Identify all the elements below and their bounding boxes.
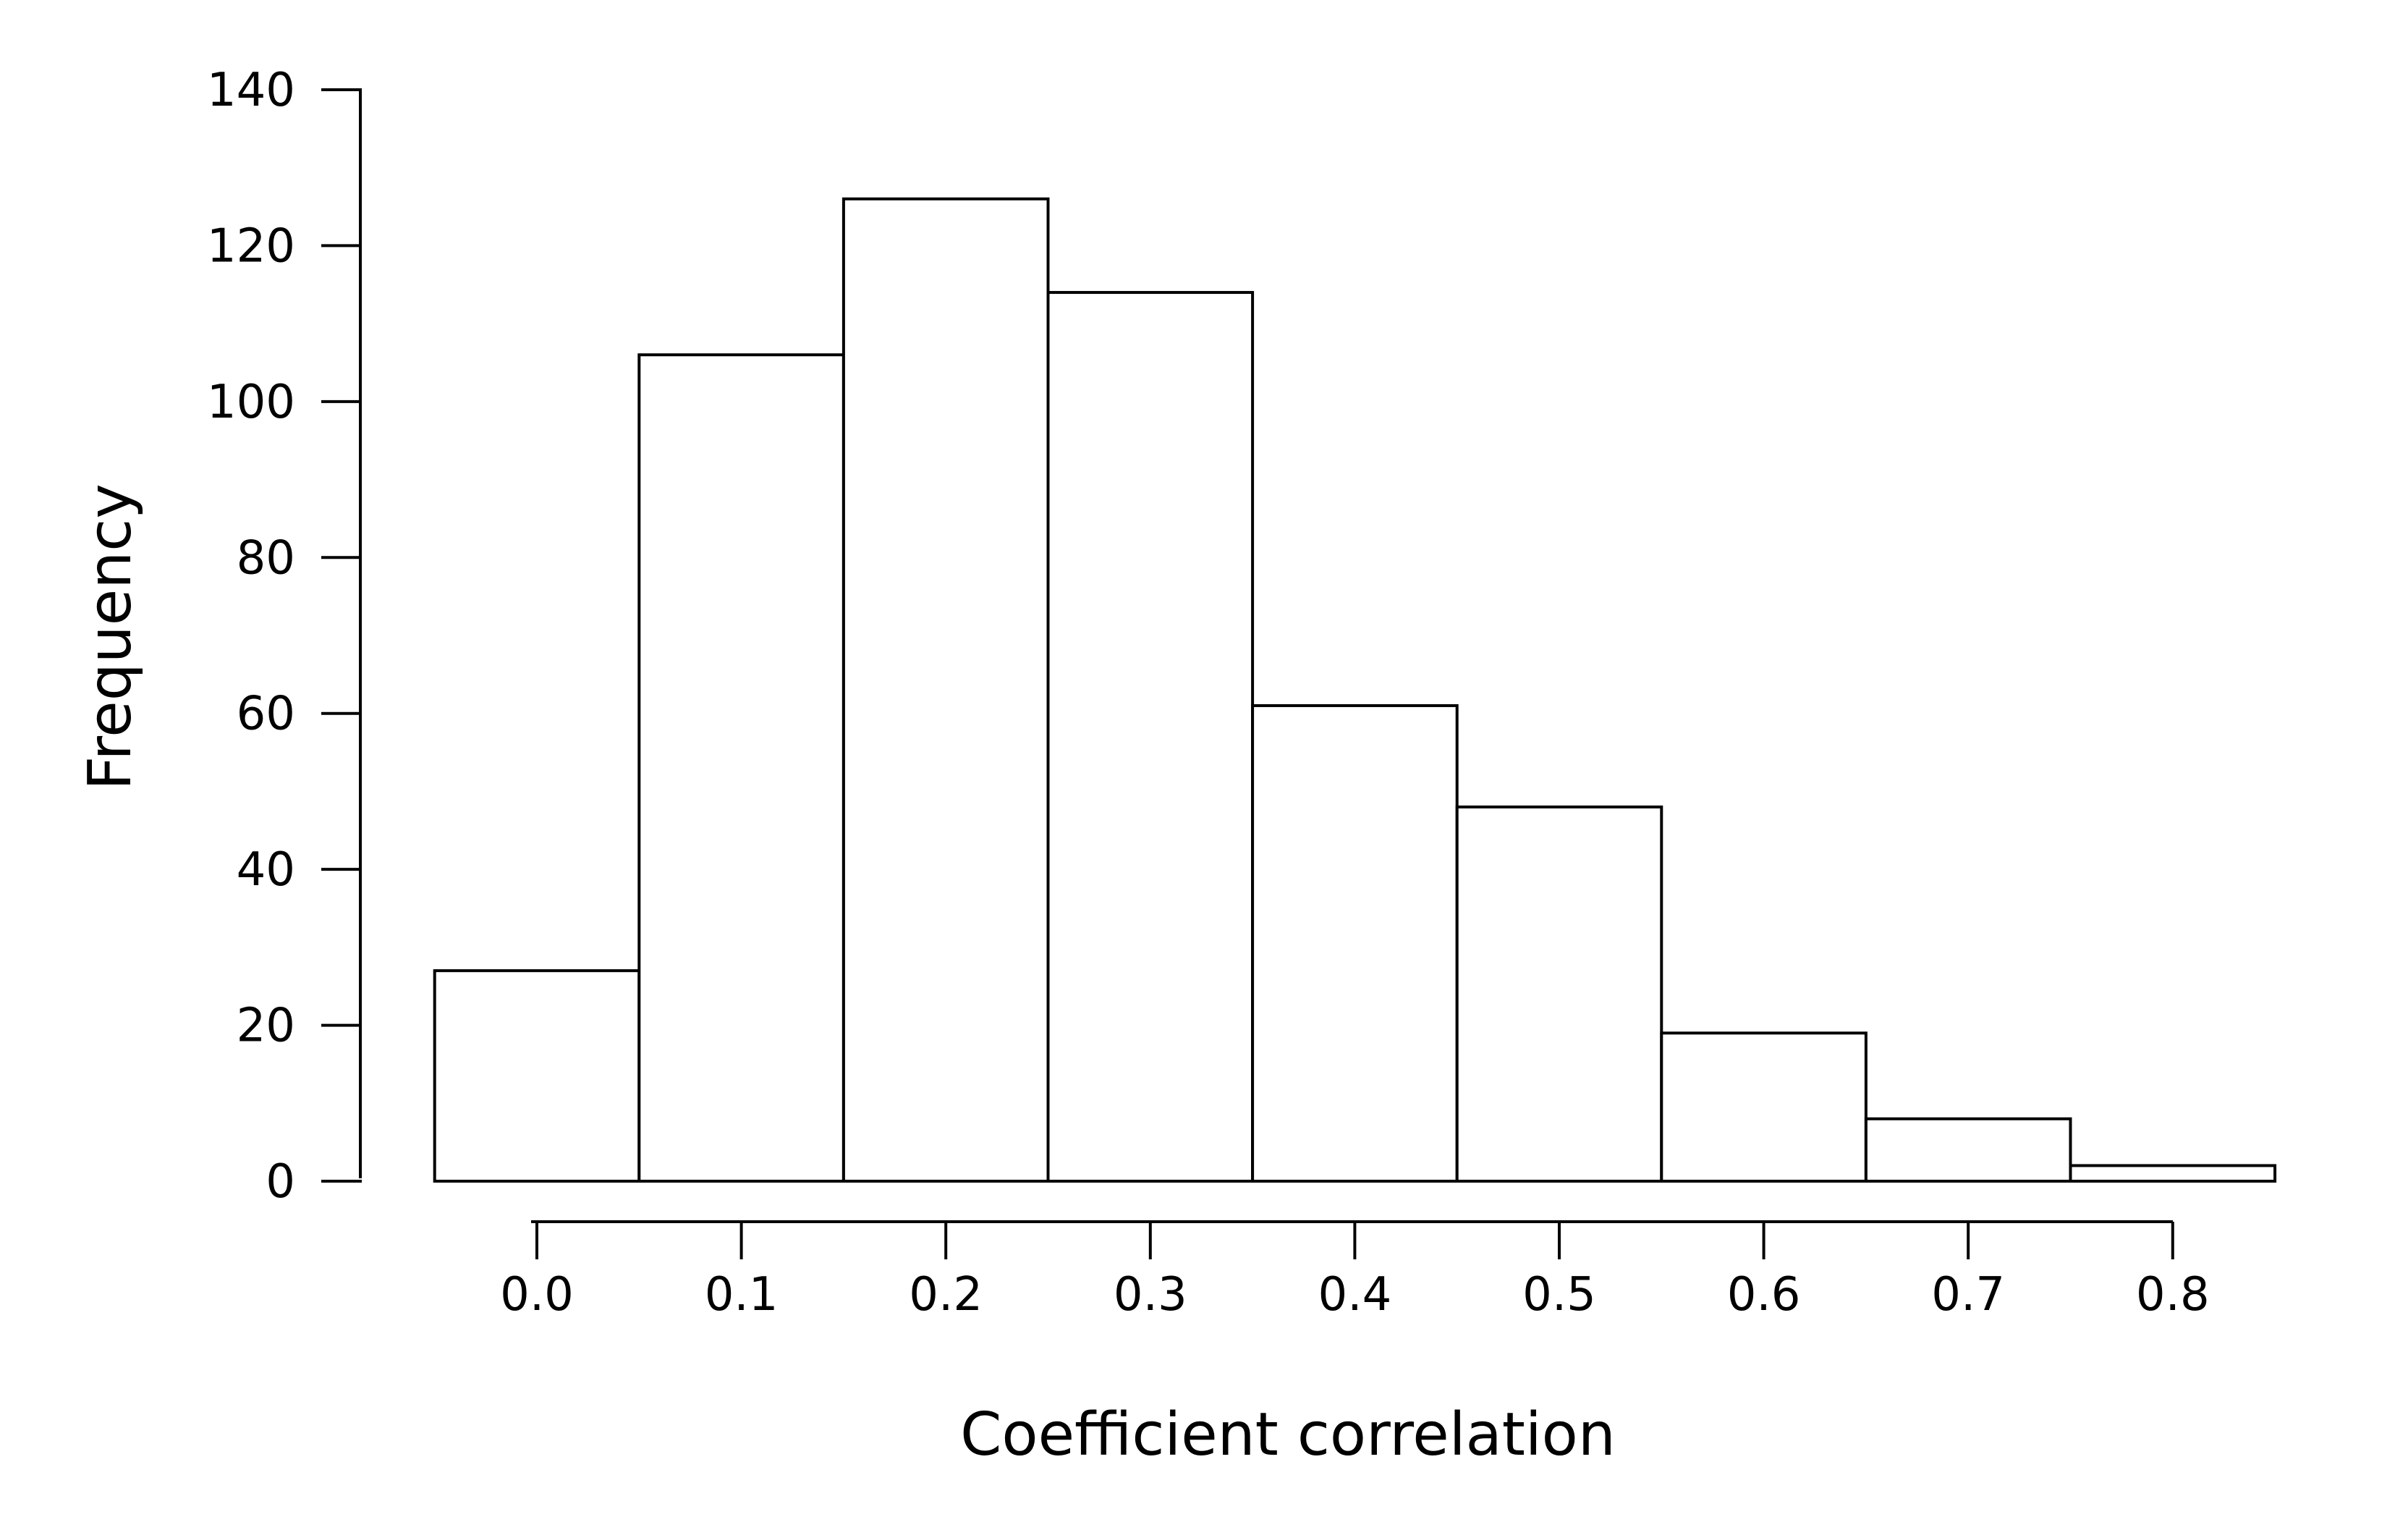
y-tick-label: 20: [237, 1000, 295, 1053]
histogram-bar: [1660, 1031, 1868, 1183]
y-axis: 0 20 40 60 80 100 120 140: [207, 64, 362, 1209]
x-tick-label: 0.6: [1727, 1268, 1801, 1322]
histogram-bar: [637, 353, 845, 1183]
y-tick-label: 120: [207, 219, 295, 273]
y-axis-title: Frequency: [76, 483, 145, 790]
y-tick-label: 100: [207, 376, 295, 429]
x-tick-label: 0.0: [500, 1268, 574, 1322]
histogram-bar: [2069, 1164, 2277, 1183]
bars-group: [433, 197, 2277, 1183]
x-tick-label: 0.4: [1318, 1268, 1392, 1322]
histogram-bar: [1455, 805, 1663, 1183]
x-tick-label: 0.3: [1114, 1268, 1187, 1322]
histogram-bar: [1864, 1117, 2072, 1183]
y-tick-label: 40: [237, 843, 295, 897]
x-tick-label: 0.1: [705, 1268, 779, 1322]
y-tick-label: 80: [237, 531, 295, 585]
x-axis-title: Coefficient correlation: [960, 1400, 1616, 1469]
x-tick-label: 0.8: [2136, 1268, 2210, 1322]
x-tick-label: 0.7: [1931, 1268, 2005, 1322]
x-tick-label: 0.2: [909, 1268, 983, 1322]
histogram-bar: [1251, 703, 1459, 1183]
y-tick-label: 60: [237, 688, 295, 741]
y-tick-label: 0: [266, 1155, 295, 1209]
histogram-bar: [1046, 291, 1255, 1183]
histogram-bar: [841, 197, 1050, 1183]
y-tick-label: 140: [207, 64, 295, 117]
x-axis: 0.0 0.1 0.2 0.3 0.4 0.5 0.6 0.7 0.8: [500, 1220, 2210, 1322]
x-tick-label: 0.5: [1522, 1268, 1596, 1322]
histogram-bar: [433, 969, 641, 1183]
